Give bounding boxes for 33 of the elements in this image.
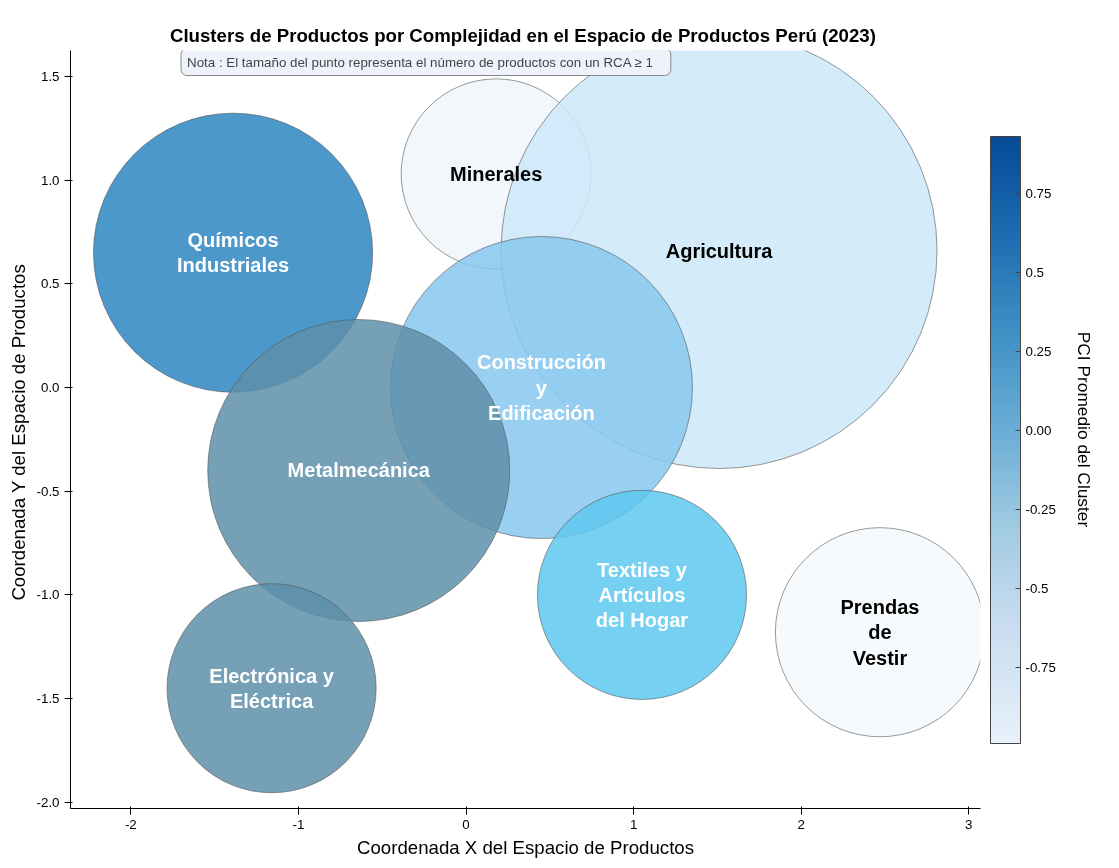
y-tick-label: 0.5 — [40, 276, 60, 292]
annotation: Nota : El tamaño del punto representa el número de productos con un RCA ≥ 1 — [187, 54, 653, 70]
annotation: Prendas de Vestir — [840, 595, 920, 669]
color-bar-label: 0.5 — [1025, 264, 1045, 280]
y-tick-label: -1.0 — [36, 587, 60, 603]
x-tick-label: 1 — [629, 816, 638, 832]
x-tick-label: 3 — [965, 816, 973, 832]
x-tick-label: 2 — [797, 816, 805, 832]
annotation: Agricultura — [665, 239, 774, 262]
y-tick-label: -2.0 — [36, 794, 60, 810]
annotation: Electrónica y Eléctrica — [209, 664, 335, 712]
y-tick-label: -0.5 — [36, 483, 60, 499]
annotation: Químicos Industriales — [176, 229, 290, 277]
x-tick-label: -2 — [124, 816, 137, 832]
y-tick-label: -1.5 — [36, 691, 60, 707]
color-bar-label: -0.5 — [1025, 581, 1049, 597]
y-tick-label: 1.5 — [40, 68, 60, 84]
color-bar-label: -0.25 — [1025, 502, 1056, 518]
annotation: Minerales — [450, 162, 543, 185]
x-tick-label: -1 — [292, 816, 305, 832]
chart-title: Clusters de Productos por Complejidad en el Espacio de Productos Perú (2023) — [169, 24, 876, 46]
color-bar-label: -0.75 — [1025, 660, 1056, 676]
color-bar-label: 0.75 — [1025, 185, 1052, 201]
color-bar-label: 0.25 — [1025, 343, 1052, 359]
color-bar-title: PCI Promedio del Cluster — [1073, 331, 1094, 528]
x-tick-label: 0 — [462, 816, 470, 832]
y-axis-title: Coordenada Y del Espacio de Productos — [7, 264, 29, 601]
color-bar-label: 0.00 — [1025, 423, 1052, 439]
y-tick-label: 1.0 — [40, 172, 60, 188]
x-axis-title: Coordenada X del Espacio de Productos — [356, 836, 695, 858]
annotation: Metalmecánica — [287, 459, 431, 482]
annotation: Textiles y Artículos del Hogar — [595, 558, 689, 632]
y-tick-label: 0.0 — [40, 380, 60, 395]
